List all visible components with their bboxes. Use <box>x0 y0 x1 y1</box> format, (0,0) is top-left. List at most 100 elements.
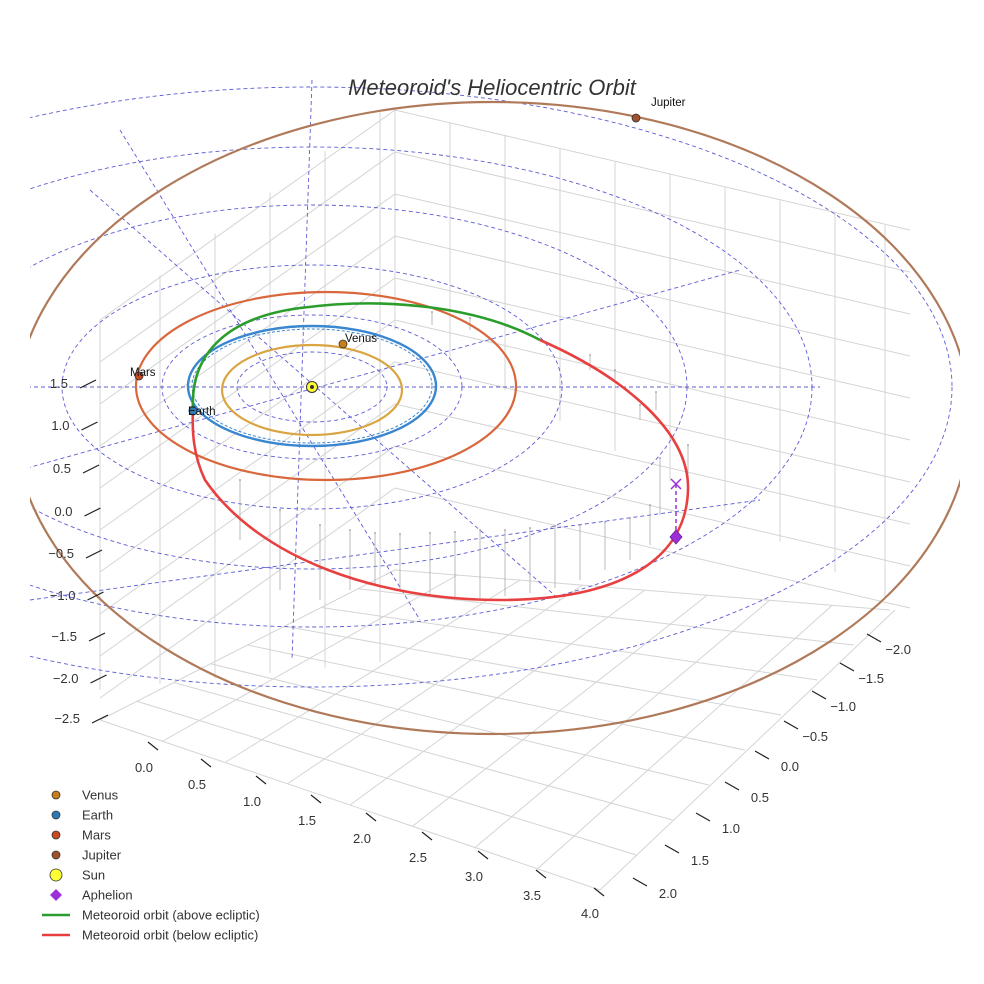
dropline-tip <box>239 479 241 481</box>
z-tick-mark <box>88 632 106 642</box>
grid-line <box>99 445 911 657</box>
dropline-tip <box>659 457 661 459</box>
meteoroid-orbit-above <box>191 302 541 411</box>
mars-orbit <box>134 290 518 482</box>
z-tick-label: 1.5 <box>50 376 68 391</box>
grid-line <box>99 151 911 363</box>
y-tick-label: 1.0 <box>722 821 740 836</box>
grid-line <box>99 719 601 891</box>
meteoroid-orbit-below <box>191 338 690 602</box>
grid-line <box>599 609 896 891</box>
x-tick-label: 2.5 <box>409 850 427 865</box>
z-tick-label: 1.0 <box>51 418 69 433</box>
reference-spoke <box>89 189 561 601</box>
z-tick-mark <box>91 714 109 724</box>
legend-swatch-circle <box>51 810 61 820</box>
dropline-tip <box>429 532 431 534</box>
dropline-tip <box>349 529 351 531</box>
grid-line <box>99 361 911 573</box>
dropline-tip <box>399 533 401 535</box>
x-tick-mark <box>200 758 212 768</box>
grid-line <box>99 487 911 699</box>
z-tick-label: −2.5 <box>54 711 80 726</box>
reference-spoke <box>30 269 741 468</box>
z-axis-ticks: 1.5 1.0 0.5 0.0 −0.5 −1.0 −1.5 −2.0 −2.5 <box>48 376 109 726</box>
legend-label: Earth <box>82 808 113 823</box>
z-tick-mark <box>82 464 100 474</box>
y-tick-label: −1.0 <box>830 699 856 714</box>
y-tick-mark <box>783 720 799 730</box>
x-tick-mark <box>147 741 159 751</box>
venus-orbit <box>220 343 404 437</box>
legend-item: Jupiter <box>51 848 122 863</box>
jupiter-marker <box>631 113 641 123</box>
dropline-tip <box>649 504 651 506</box>
y-tick-mark <box>632 877 648 887</box>
projection-droplines <box>239 311 689 600</box>
aphelion-diamond <box>669 529 683 545</box>
legend-label: Meteoroid orbit (above ecliptic) <box>82 908 260 923</box>
dropline-tip <box>687 444 689 446</box>
dropline-tip <box>469 317 471 319</box>
legend: Venus Earth Mars Jupiter Sun Aphelion Meteoroi… <box>42 788 260 943</box>
grid-line <box>99 193 911 405</box>
dropline-tip <box>655 391 657 393</box>
grid-line <box>99 277 911 489</box>
x-tick-label: 0.0 <box>135 760 153 775</box>
legend-swatch-circle <box>51 830 61 840</box>
z-tick-label: −2.0 <box>53 671 79 686</box>
reference-spoke <box>119 129 421 621</box>
grid-line <box>321 607 818 681</box>
dropline-tip <box>639 404 641 406</box>
aphelion-projection-x <box>670 478 682 490</box>
grid-line <box>99 403 911 615</box>
y-tick-mark <box>866 633 882 643</box>
x-tick-mark <box>365 812 377 822</box>
dropline-tip <box>479 529 481 531</box>
y-tick-label: 0.5 <box>751 790 769 805</box>
legend-label: Sun <box>82 868 105 883</box>
grid-line <box>173 682 673 821</box>
celestial-bodies: Venus Earth Mars Jupiter <box>130 97 686 418</box>
y-axis-ticks: −2.0−1.5−1.0−0.50.0 0.5 1.0 1.5 2.0 <box>632 633 911 901</box>
x-tick-label: 3.5 <box>523 888 541 903</box>
legend-item: Aphelion <box>50 888 133 903</box>
x-tick-mark <box>593 887 605 897</box>
y-tick-label: −1.5 <box>858 671 884 686</box>
legend-item: Sun <box>49 868 105 883</box>
legend-label: Meteoroid orbit (below ecliptic) <box>82 928 258 943</box>
y-tick-label: 2.0 <box>659 886 677 901</box>
x-tick-mark <box>310 794 322 804</box>
y-tick-label: −2.0 <box>885 642 911 657</box>
y-tick-label: 0.0 <box>781 759 799 774</box>
jupiter-orbit <box>30 100 960 736</box>
y-tick-label: −0.5 <box>802 729 828 744</box>
legend-label: Venus <box>82 788 119 803</box>
dropline-tip <box>431 311 433 313</box>
mars-marker <box>134 371 144 381</box>
z-tick-label: −1.5 <box>51 629 77 644</box>
z-tick-mark <box>84 507 101 517</box>
z-tick-mark <box>87 591 104 601</box>
y-tick-label: 1.5 <box>691 853 709 868</box>
x-tick-mark <box>477 850 489 860</box>
y-tick-mark <box>724 781 740 791</box>
y-tick-mark <box>664 844 680 854</box>
y-tick-mark <box>839 662 855 672</box>
venus-label: Venus <box>345 333 377 345</box>
z-tick-mark <box>90 674 107 684</box>
mars-label: Mars <box>130 367 156 379</box>
grid-line <box>136 700 637 856</box>
dropline-tip <box>604 521 606 523</box>
legend-swatch-diamond <box>50 889 62 901</box>
aphelion-marker <box>669 478 683 545</box>
grid-line <box>99 235 911 447</box>
z-tick-label: −1.0 <box>50 588 76 603</box>
reference-circle <box>30 86 953 688</box>
dropline-tip <box>529 527 531 529</box>
grid-line <box>394 569 891 611</box>
x-axis-ticks: 0.0 0.5 1.0 1.5 2.0 2.5 3.0 3.5 4.0 <box>135 741 605 921</box>
dropline-tip <box>614 369 616 371</box>
dropline-tip <box>374 532 376 534</box>
